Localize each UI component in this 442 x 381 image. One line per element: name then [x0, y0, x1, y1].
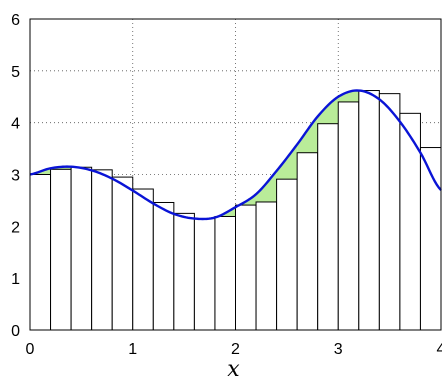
bar-16	[358, 90, 380, 331]
bar-17	[378, 93, 401, 331]
bar-15	[337, 101, 360, 331]
function-curve	[29, 89, 442, 221]
bar-8	[193, 218, 216, 331]
bar-2	[70, 166, 93, 331]
shaded-region-9	[214, 207, 236, 217]
bars	[29, 90, 442, 331]
shaded-region-15	[338, 90, 359, 102]
x-axis-title: x	[227, 357, 240, 381]
bar-7	[173, 212, 195, 331]
x-tick-label-0: 0	[26, 341, 35, 358]
bar-5	[132, 188, 154, 331]
shaded-region-13	[297, 116, 318, 153]
bar-9	[214, 215, 236, 331]
y-tick-label-4: 4	[11, 116, 20, 133]
y-tick-label-0: 0	[11, 323, 20, 340]
plot-frame	[29, 18, 442, 331]
x-tick-labels: 0 1 2 3 4	[26, 341, 442, 358]
bar-6	[152, 201, 175, 331]
y-tick-label-2: 2	[11, 219, 20, 236]
bar-13	[296, 152, 319, 331]
bar-1	[50, 168, 72, 331]
bar-12	[276, 178, 298, 331]
x-tick-label-4: 4	[437, 341, 442, 358]
bar-0	[29, 174, 52, 331]
bar-10	[235, 204, 257, 331]
bar-4	[111, 176, 134, 331]
shaded-region-10	[235, 194, 257, 206]
y-tick-label-6: 6	[11, 12, 20, 29]
y-tick-labels: 0 1 2 3 4 5 6	[11, 12, 20, 340]
y-tick-label-5: 5	[11, 64, 20, 81]
bar-11	[255, 201, 278, 331]
x-tick-label-1: 1	[128, 341, 137, 358]
bar-3	[91, 169, 113, 331]
shaded-region-14	[317, 96, 339, 124]
x-tick-label-2: 2	[231, 341, 240, 358]
x-tick-label-3: 3	[334, 341, 343, 358]
y-tick-label-1: 1	[11, 271, 20, 288]
bar-14	[317, 123, 339, 331]
y-tick-label-3: 3	[11, 168, 20, 185]
